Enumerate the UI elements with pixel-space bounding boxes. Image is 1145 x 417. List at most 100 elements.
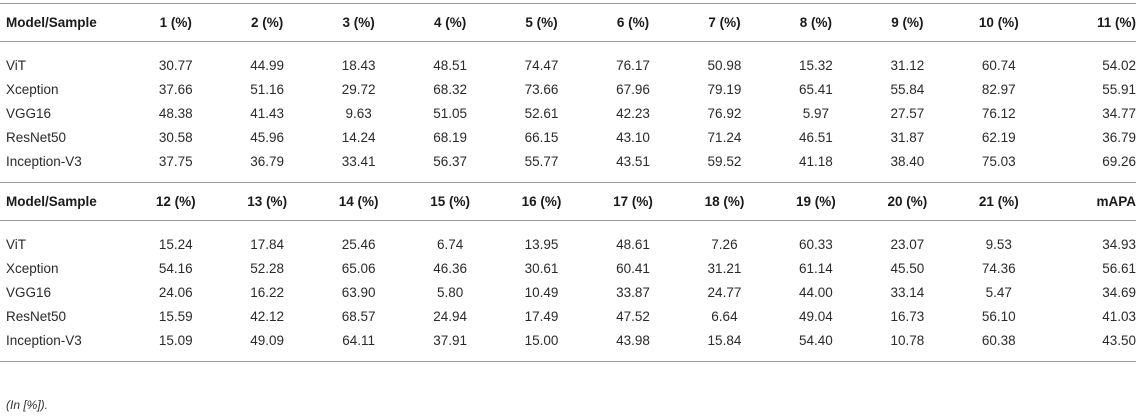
column-header: 1 (%) [130,3,222,42]
value-cell: 41.18 [799,153,833,169]
table-footnote: (In [%]). [6,398,49,412]
value-cell: 49.09 [250,332,285,348]
value-cell: 30.61 [524,260,559,276]
value-cell: 6.74 [436,236,464,252]
value-cell: 13.95 [524,236,559,252]
value-cell: 60.74 [981,57,1016,73]
value-cell: 41.43 [250,105,285,121]
spacer-row [0,42,1136,54]
column-header: 20 (%) [861,182,954,221]
spacer-cell [0,42,1136,54]
model-name-cell: VGG16 [6,105,52,121]
value-cell: 36.79 [1102,129,1136,145]
value-cell: 45.50 [890,260,925,276]
value-cell: 31.21 [707,260,742,276]
model-name-cell: Inception-V3 [6,153,82,169]
table-bottom-rule [0,361,1136,362]
row-label-header: Model/Sample [0,3,130,42]
value-cell: 54.40 [799,332,833,348]
column-header: 5 (%) [495,3,588,42]
value-cell: 16.22 [250,284,285,300]
value-cell: 60.33 [799,236,833,252]
value-cell: 42.12 [250,308,285,324]
column-header: 6 (%) [587,3,679,42]
value-cell: 33.41 [341,153,376,169]
value-cell: 30.58 [158,129,193,145]
value-cell: 68.57 [341,308,376,324]
value-cell: 42.23 [616,105,650,121]
column-header: 21 (%) [953,182,1045,221]
value-cell: 5.47 [985,284,1012,300]
value-cell: 56.61 [1102,260,1136,276]
value-cell: 49.04 [799,308,833,324]
gap-row [0,352,1136,361]
value-cell: 48.51 [433,57,467,73]
value-cell: 55.91 [1102,81,1136,97]
value-cell: 17.49 [524,308,559,324]
value-cell: 31.12 [890,57,925,73]
value-cell: 51.16 [250,81,285,97]
table-row: Xception 37.66 51.16 29.72 68.32 73.66 67.96 79… [0,77,1136,101]
value-cell: 24.94 [433,308,467,324]
value-cell: 43.51 [616,153,650,169]
value-cell: 52.61 [524,105,559,121]
value-cell: 67.96 [616,81,650,97]
value-cell: 68.32 [433,81,467,97]
value-cell: 38.40 [890,153,925,169]
table-row: ViT 30.77 44.99 18.43 48.51 74.47 76.17 50.98 15… [0,53,1136,77]
model-name-cell: VGG16 [6,284,52,300]
value-cell: 44.99 [250,57,285,73]
value-cell: 15.84 [707,332,742,348]
value-cell: 37.75 [158,153,193,169]
value-cell: 43.10 [616,129,650,145]
value-cell: 37.91 [433,332,467,348]
value-cell: 76.17 [616,57,650,73]
column-header: 13 (%) [221,182,313,221]
value-cell: 71.24 [707,129,742,145]
table-row: Xception 54.16 52.28 65.06 46.36 30.61 60.41 31… [0,256,1136,280]
value-cell: 82.97 [981,81,1016,97]
column-header: mAPA [1044,182,1136,221]
table-row: VGG16 24.06 16.22 63.90 5.80 10.49 33.87 24.77 4… [0,280,1136,304]
value-cell: 44.00 [799,284,833,300]
value-cell: 25.46 [341,236,376,252]
value-cell: 65.41 [799,81,833,97]
value-cell: 50.98 [707,57,742,73]
column-header: 4 (%) [404,3,496,42]
value-cell: 30.77 [158,57,193,73]
value-cell: 43.98 [616,332,650,348]
value-cell: 48.38 [158,105,193,121]
value-cell: 7.26 [711,236,738,252]
value-cell: 46.36 [433,260,467,276]
value-cell: 74.47 [524,57,559,73]
value-cell: 9.63 [345,105,372,121]
column-header: 7 (%) [678,3,771,42]
spacer-row [0,221,1136,233]
value-cell: 29.72 [341,81,376,97]
row-label-header: Model/Sample [0,182,130,221]
value-cell: 27.57 [890,105,925,121]
value-cell: 37.66 [158,81,193,97]
model-name-cell: Inception-V3 [6,332,82,348]
value-cell: 34.77 [1102,105,1136,121]
value-cell: 65.06 [341,260,376,276]
value-cell: 24.77 [707,284,742,300]
value-cell: 10.49 [524,284,559,300]
column-header: 11 (%) [1044,3,1136,42]
value-cell: 17.84 [250,236,285,252]
value-cell: 10.78 [890,332,925,348]
table-row: VGG16 48.38 41.43 9.63 51.05 52.61 42.23 76.92 5… [0,101,1136,125]
value-cell: 68.19 [433,129,467,145]
value-cell: 31.87 [890,129,925,145]
value-cell: 15.09 [158,332,193,348]
value-cell: 55.84 [890,81,925,97]
value-cell: 54.02 [1102,57,1136,73]
value-cell: 15.00 [524,332,559,348]
table-row: Inception-V3 37.75 36.79 33.41 56.37 55.77 43.… [0,149,1136,173]
model-name-cell: Xception [6,260,59,276]
value-cell: 5.97 [802,105,830,121]
bottom-rule-cell [0,361,1136,362]
column-header: 9 (%) [861,3,954,42]
table-row: ResNet50 30.58 45.96 14.24 68.19 66.15 43.10 71… [0,125,1136,149]
value-cell: 74.36 [981,260,1016,276]
